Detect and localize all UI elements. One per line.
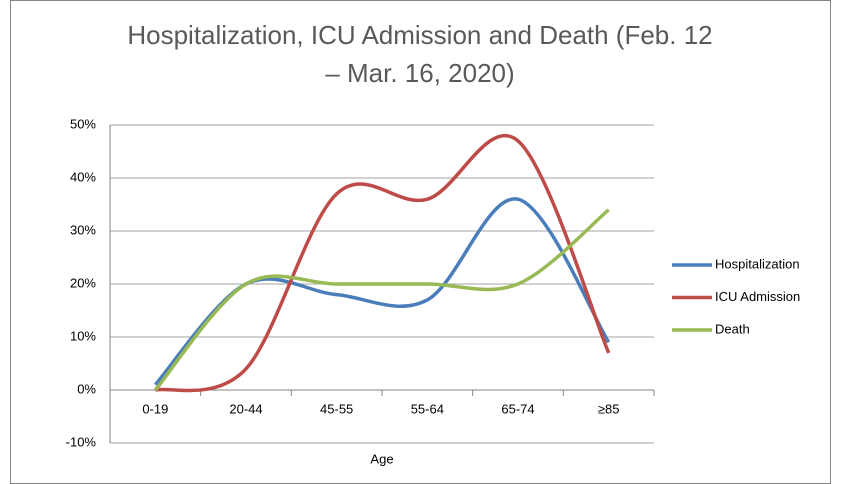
series-line: [154, 133, 611, 393]
x-tick-label: ≥85: [598, 401, 620, 416]
y-tick-label: 0%: [77, 381, 96, 396]
x-tick-label: 55-64: [411, 401, 444, 416]
y-tick-label: 20%: [70, 275, 96, 290]
x-tick-label: 20-44: [229, 401, 262, 416]
x-tick-label: 0-19: [142, 401, 168, 416]
y-tick-label: 10%: [70, 328, 96, 343]
y-tick-label: -10%: [66, 434, 97, 449]
legend-label: Hospitalization: [715, 256, 800, 271]
y-tick-label: 40%: [70, 169, 96, 184]
series-line: [154, 208, 610, 392]
series-line: [154, 197, 611, 386]
chart-title: Hospitalization, ICU Admission and Death…: [127, 20, 713, 88]
legend-label: ICU Admission: [715, 289, 800, 304]
y-tick-label: 50%: [70, 116, 96, 131]
x-tick-label: 45-55: [320, 401, 353, 416]
legend-label: Death: [715, 321, 750, 336]
x-tick-label: 65-74: [501, 401, 534, 416]
y-tick-label: 30%: [70, 222, 96, 237]
x-axis-label: Age: [370, 451, 393, 466]
